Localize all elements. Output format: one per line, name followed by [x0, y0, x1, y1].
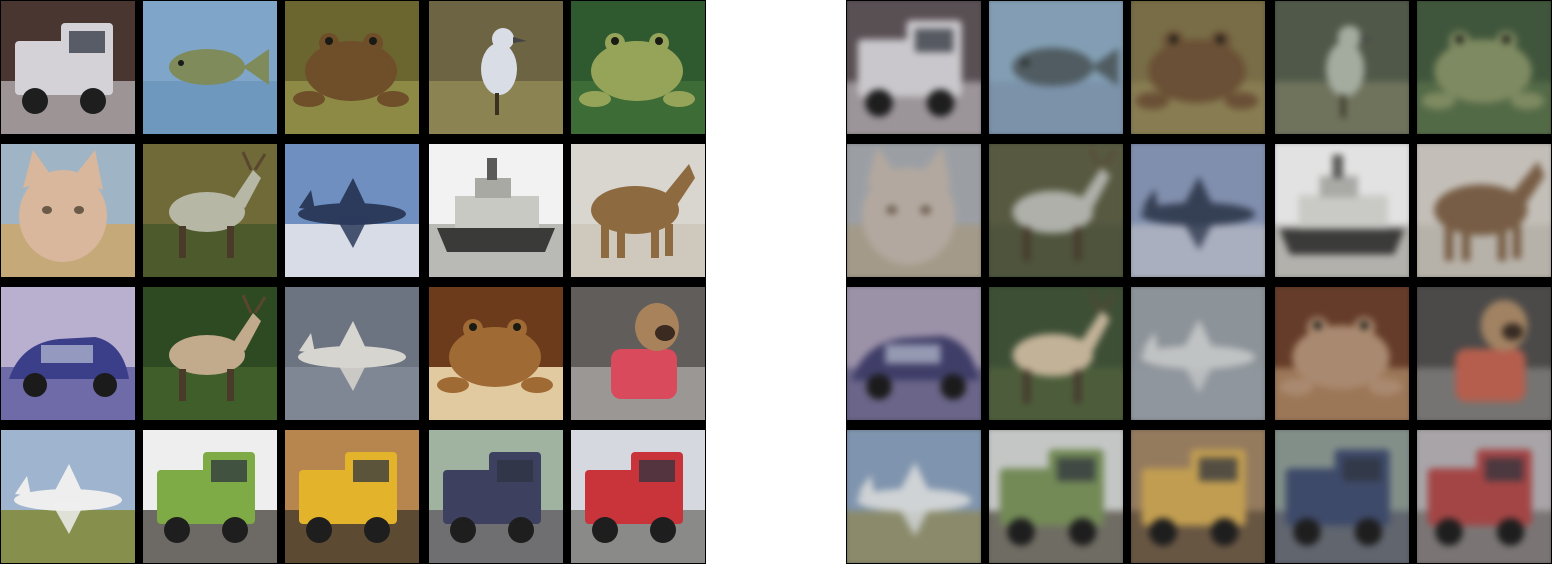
reconstructed-image-bird [1275, 1, 1409, 134]
original-image-truck [571, 430, 705, 563]
reconstructed-image-automobile [847, 287, 981, 420]
original-image-dog [571, 287, 705, 420]
original-image-horse [571, 144, 705, 277]
reconstructed-image-grid [846, 0, 1552, 564]
reconstructed-image-cat [847, 144, 981, 277]
reconstructed-image-truck [1417, 430, 1551, 563]
reconstructed-image-deer [989, 287, 1123, 420]
original-image-frog [285, 1, 419, 134]
reconstructed-image-fish [989, 1, 1123, 134]
reconstructed-image-deer [989, 144, 1123, 277]
original-image-deer [143, 287, 277, 420]
reconstructed-image-airplane [847, 430, 981, 563]
reconstructed-image-truck [1275, 430, 1409, 563]
original-image-truck [429, 430, 563, 563]
original-image-airplane [285, 287, 419, 420]
original-image-truck [285, 430, 419, 563]
reconstructed-image-horse [1417, 144, 1551, 277]
reconstructed-image-frog [1417, 1, 1551, 134]
original-image-frog [571, 1, 705, 134]
original-image-airplane [1, 430, 135, 563]
original-image-truck [143, 430, 277, 563]
reconstructed-image-truck [1131, 430, 1265, 563]
reconstructed-image-frog [1275, 287, 1409, 420]
reconstructed-image-airplane [1131, 144, 1265, 277]
original-image-deer [143, 144, 277, 277]
reconstructed-image-airplane [1131, 287, 1265, 420]
reconstructed-image-truck [989, 430, 1123, 563]
original-image-fish [143, 1, 277, 134]
reconstructed-image-dog [1417, 287, 1551, 420]
reconstructed-image-truck [847, 1, 981, 134]
original-image-bird [429, 1, 563, 134]
original-image-grid [0, 0, 706, 564]
reconstructed-image-ship [1275, 144, 1409, 277]
original-image-frog [429, 287, 563, 420]
reconstructed-image-frog [1131, 1, 1265, 134]
original-image-cat [1, 144, 135, 277]
original-image-automobile [1, 287, 135, 420]
original-image-airplane [285, 144, 419, 277]
original-image-ship [429, 144, 563, 277]
original-image-truck [1, 1, 135, 134]
